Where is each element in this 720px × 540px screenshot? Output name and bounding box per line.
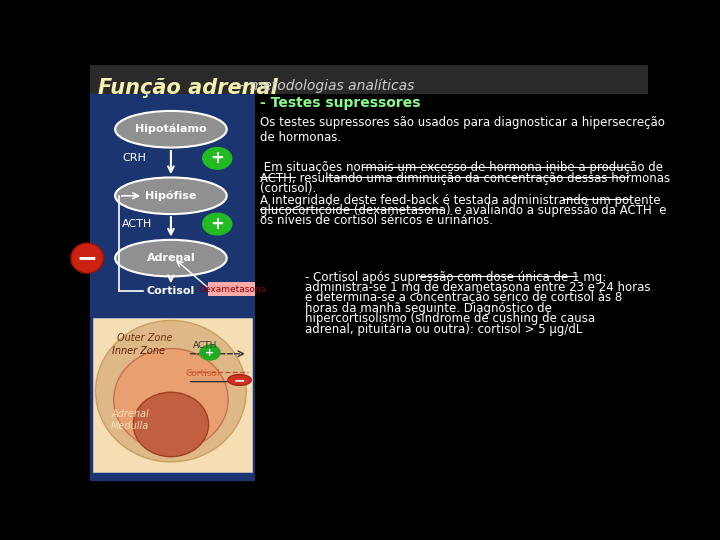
Text: hipercortisolismo (síndrome de cushing de causa: hipercortisolismo (síndrome de cushing d… [305, 312, 595, 325]
Ellipse shape [96, 321, 246, 462]
Text: - Testes supressores: - Testes supressores [260, 96, 420, 110]
Circle shape [203, 213, 232, 235]
Text: Cortisol: Cortisol [186, 369, 220, 378]
Text: - Cortisol após supressão com dose única de 1 mg:: - Cortisol após supressão com dose única… [305, 271, 606, 284]
Ellipse shape [115, 111, 227, 147]
Text: +: + [210, 215, 224, 233]
Text: Inner Zone: Inner Zone [112, 346, 166, 356]
Text: +: + [210, 150, 224, 167]
Text: e determina-se a concentração sérico de cortisol às 8: e determina-se a concentração sérico de … [305, 292, 622, 305]
Text: administra-se 1 mg de dexametasona entre 23 e 24 horas: administra-se 1 mg de dexametasona entre… [305, 281, 650, 294]
Text: Em situações normais um excesso de hormona inibe a produção de: Em situações normais um excesso de hormo… [260, 161, 663, 174]
Text: ACTH, resultando uma diminuição da concentração dessas hormonas: ACTH, resultando uma diminuição da conce… [260, 172, 670, 185]
Text: Hipófise: Hipófise [145, 191, 197, 201]
Text: Adrenal
Medulla: Adrenal Medulla [111, 409, 149, 430]
Text: +: + [205, 348, 215, 357]
Ellipse shape [228, 375, 251, 386]
Text: −: − [234, 373, 246, 387]
Text: (cortisol).: (cortisol). [260, 182, 317, 195]
Circle shape [203, 147, 232, 169]
Text: – metodologias analíticas: – metodologias analíticas [234, 78, 414, 92]
Ellipse shape [133, 392, 209, 457]
Text: horas da manhã seguinte. Diagnóstico de: horas da manhã seguinte. Diagnóstico de [305, 302, 552, 315]
Ellipse shape [114, 349, 228, 450]
Text: glucocorticóide (dexametasona) e avaliando a supressão da ACTH  e: glucocorticóide (dexametasona) e avalian… [260, 204, 667, 217]
Text: A integridade deste feed-back é testada administrando um potente: A integridade deste feed-back é testada … [260, 194, 661, 207]
Text: adrenal, pituitária ou outra): cortisol > 5 μg/dL: adrenal, pituitária ou outra): cortisol … [305, 322, 582, 335]
Text: Função adrenal: Função adrenal [99, 78, 278, 98]
Text: ACTH: ACTH [122, 219, 153, 229]
Circle shape [200, 345, 220, 360]
FancyBboxPatch shape [208, 282, 255, 296]
Text: Hipotálamo: Hipotálamo [135, 124, 207, 134]
Ellipse shape [115, 178, 227, 214]
Text: os níveis de cortisol séricos e urinários.: os níveis de cortisol séricos e urinário… [260, 214, 493, 227]
Ellipse shape [71, 243, 104, 273]
Text: Dexametasona: Dexametasona [198, 285, 266, 294]
FancyBboxPatch shape [93, 319, 252, 472]
Text: Outer Zone: Outer Zone [117, 333, 172, 343]
FancyBboxPatch shape [90, 94, 255, 481]
Text: Adrenal: Adrenal [147, 253, 195, 263]
Ellipse shape [115, 240, 227, 276]
Text: CRH: CRH [122, 153, 146, 164]
Text: Os testes supressores são usados para diagnosticar a hipersecreção
de hormonas.: Os testes supressores são usados para di… [260, 116, 665, 144]
Text: Cortisol: Cortisol [147, 286, 195, 296]
Text: ACTH: ACTH [193, 341, 217, 350]
FancyBboxPatch shape [90, 65, 648, 94]
Text: −: − [77, 246, 98, 270]
